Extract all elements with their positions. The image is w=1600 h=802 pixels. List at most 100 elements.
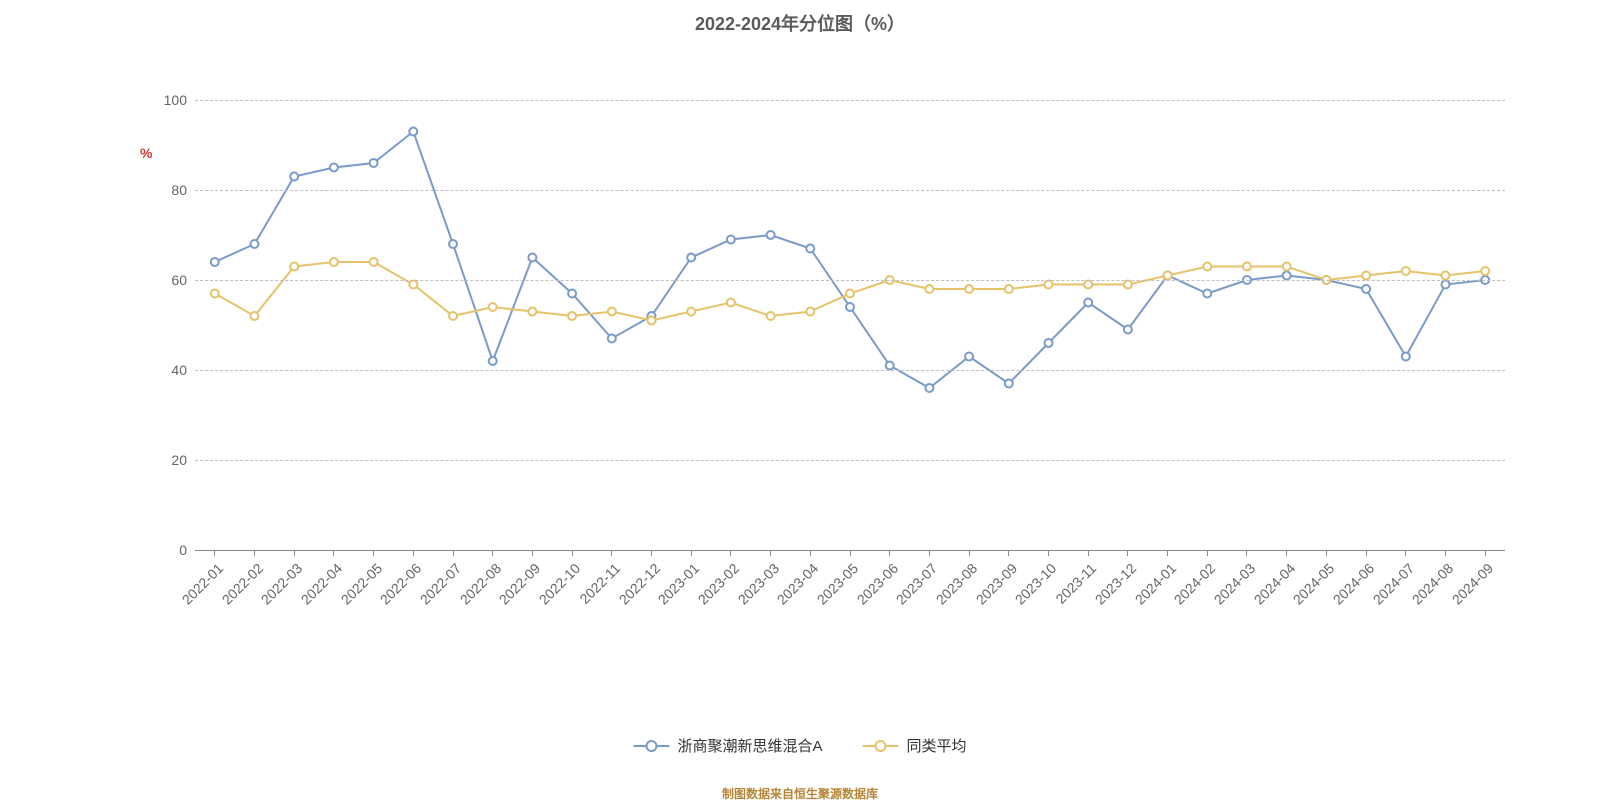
x-tick-label: 2023-10 xyxy=(1012,560,1060,608)
x-tick xyxy=(770,550,771,556)
x-tick-label: 2024-06 xyxy=(1330,560,1378,608)
x-tick-label: 2023-05 xyxy=(814,560,862,608)
legend-item: 浙商聚潮新思维混合A xyxy=(633,735,822,756)
gridline xyxy=(195,190,1505,191)
legend-label: 浙商聚潮新思维混合A xyxy=(677,735,822,756)
series-marker xyxy=(925,384,933,392)
series-marker xyxy=(568,312,576,320)
x-tick-label: 2024-04 xyxy=(1250,560,1298,608)
chart-title: 2022-2024年分位图（%） xyxy=(0,10,1600,36)
series-marker xyxy=(1283,272,1291,280)
series-marker xyxy=(449,240,457,248)
x-tick-label: 2024-05 xyxy=(1290,560,1338,608)
x-tick xyxy=(969,550,970,556)
series-marker xyxy=(1084,281,1092,289)
x-tick-label: 2022-08 xyxy=(456,560,504,608)
series-marker xyxy=(1402,267,1410,275)
x-tick-label: 2023-12 xyxy=(1092,560,1140,608)
series-marker xyxy=(409,281,417,289)
gridline xyxy=(195,280,1505,281)
series-marker xyxy=(1203,290,1211,298)
x-tick-label: 2024-01 xyxy=(1131,560,1179,608)
series-marker xyxy=(1045,281,1053,289)
data-source-note: 制图数据来自恒生聚源数据库 xyxy=(0,785,1600,802)
y-tick-label: 0 xyxy=(179,542,187,558)
gridline xyxy=(195,460,1505,461)
x-tick xyxy=(611,550,612,556)
series-marker xyxy=(330,258,338,266)
x-tick xyxy=(1088,550,1089,556)
x-tick-label: 2022-05 xyxy=(337,560,385,608)
series-marker xyxy=(1164,272,1172,280)
series-marker xyxy=(648,317,656,325)
x-tick-label: 2022-02 xyxy=(218,560,266,608)
x-tick-label: 2022-01 xyxy=(179,560,227,608)
x-tick xyxy=(850,550,851,556)
y-tick-label: 100 xyxy=(164,92,187,108)
x-tick xyxy=(730,550,731,556)
series-marker xyxy=(528,254,536,262)
series-marker xyxy=(290,263,298,271)
x-tick xyxy=(651,550,652,556)
x-tick-label: 2024-08 xyxy=(1409,560,1457,608)
series-marker xyxy=(806,308,814,316)
series-line-0 xyxy=(215,132,1485,389)
series-marker xyxy=(330,164,338,172)
y-tick-label: 40 xyxy=(171,362,187,378)
series-marker xyxy=(211,258,219,266)
series-marker xyxy=(846,290,854,298)
x-tick-label: 2022-06 xyxy=(377,560,425,608)
series-marker xyxy=(1481,267,1489,275)
series-marker xyxy=(1442,272,1450,280)
series-marker xyxy=(965,285,973,293)
series-marker xyxy=(409,128,417,136)
x-tick-label: 2022-11 xyxy=(576,560,623,607)
y-tick-label: 20 xyxy=(171,452,187,468)
x-tick-label: 2024-09 xyxy=(1449,560,1497,608)
legend: 浙商聚潮新思维混合A 同类平均 xyxy=(633,735,966,756)
series-marker xyxy=(1124,281,1132,289)
series-marker xyxy=(290,173,298,181)
x-tick-label: 2023-02 xyxy=(695,560,743,608)
x-tick xyxy=(532,550,533,556)
legend-label: 同类平均 xyxy=(907,735,967,756)
series-marker xyxy=(251,312,259,320)
legend-swatch xyxy=(863,739,899,753)
x-tick xyxy=(691,550,692,556)
series-marker xyxy=(767,231,775,239)
x-tick xyxy=(1405,550,1406,556)
series-marker xyxy=(1203,263,1211,271)
plot-area: 0204060801002022-012022-022022-032022-04… xyxy=(195,100,1505,550)
series-marker xyxy=(1442,281,1450,289)
x-tick-label: 2023-01 xyxy=(655,560,703,608)
x-tick-label: 2023-11 xyxy=(1053,560,1100,607)
x-tick xyxy=(373,550,374,556)
series-marker xyxy=(1283,263,1291,271)
x-tick-label: 2024-07 xyxy=(1369,560,1417,608)
x-tick xyxy=(1207,550,1208,556)
x-tick-label: 2023-08 xyxy=(933,560,981,608)
x-tick xyxy=(254,550,255,556)
x-tick xyxy=(810,550,811,556)
series-marker xyxy=(965,353,973,361)
x-tick-label: 2022-07 xyxy=(417,560,465,608)
y-tick-label: 80 xyxy=(171,182,187,198)
percentile-chart: 2022-2024年分位图（%） % 0204060801002022-0120… xyxy=(0,0,1600,800)
series-marker xyxy=(568,290,576,298)
x-tick xyxy=(572,550,573,556)
legend-swatch xyxy=(633,739,669,753)
x-tick-label: 2023-09 xyxy=(972,560,1020,608)
series-marker xyxy=(1045,339,1053,347)
x-tick xyxy=(1366,550,1367,556)
x-tick xyxy=(1286,550,1287,556)
x-tick xyxy=(1326,550,1327,556)
series-marker xyxy=(1362,272,1370,280)
y-axis-unit: % xyxy=(140,145,152,161)
series-marker xyxy=(608,308,616,316)
x-tick xyxy=(1008,550,1009,556)
x-tick xyxy=(1167,550,1168,556)
x-tick-label: 2023-03 xyxy=(734,560,782,608)
legend-item: 同类平均 xyxy=(863,735,967,756)
x-tick-label: 2022-10 xyxy=(536,560,584,608)
series-marker xyxy=(886,362,894,370)
